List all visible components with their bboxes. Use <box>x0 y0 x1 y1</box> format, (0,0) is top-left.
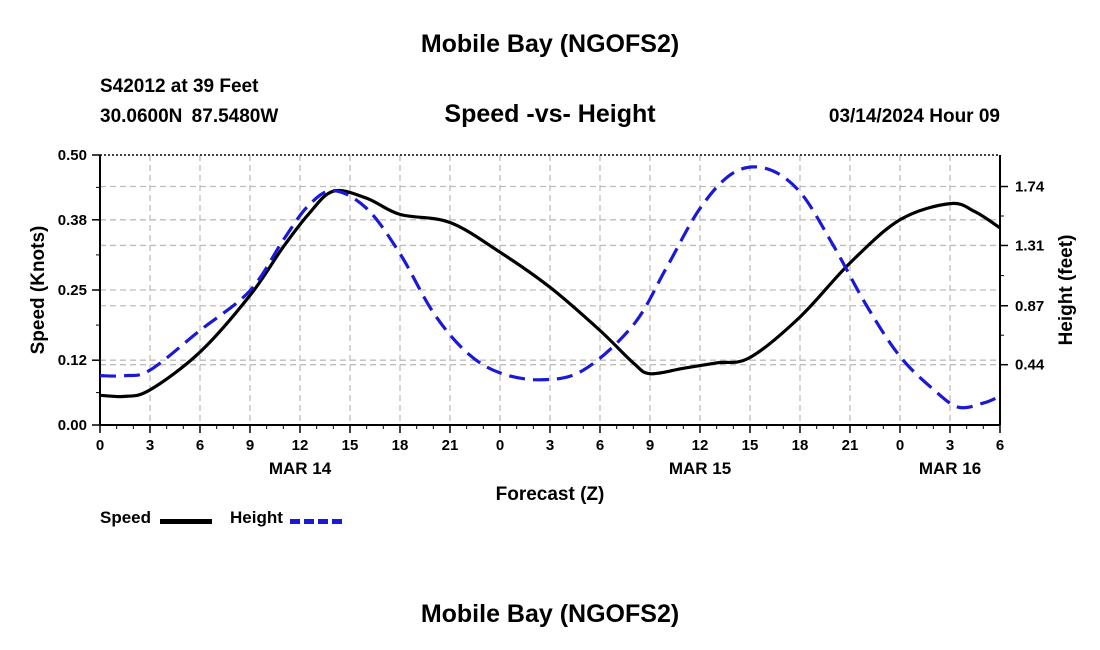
y-tick-label: 0.12 <box>58 352 87 369</box>
x-tick-label: 6 <box>596 437 604 454</box>
x-tick-label: 6 <box>196 437 204 454</box>
x-tick-label: 9 <box>246 437 254 454</box>
x-tick-label: 3 <box>946 437 954 454</box>
series-line-height <box>99 165 1001 410</box>
y2-tick-label: 1.74 <box>1015 179 1045 196</box>
y2-axis-label: Height (feet) <box>1056 235 1077 346</box>
x-date-label: MAR 15 <box>669 459 731 478</box>
legend-height-label: Height <box>230 508 283 527</box>
x-axis-label: Forecast (Z) <box>496 484 605 505</box>
chart-title: Speed -vs- Height <box>444 100 656 128</box>
x-tick-label: 18 <box>392 437 409 454</box>
y2-tick-label: 0.87 <box>1015 298 1044 315</box>
x-tick-label: 0 <box>896 437 904 454</box>
legend-speed-label: Speed <box>100 508 152 527</box>
x-tick-label: 3 <box>546 437 554 454</box>
series-line-speed <box>99 188 1001 399</box>
coordinates-label: 30.0600N 87.5480W <box>100 106 279 127</box>
x-tick-label: 12 <box>292 437 309 454</box>
y-tick-label: 0.38 <box>58 212 87 229</box>
y-axis-label: Speed (Knots) <box>28 226 49 355</box>
y2-tick-label: 1.31 <box>1015 237 1044 254</box>
legend-height-swatch <box>290 519 342 524</box>
x-tick-label: 21 <box>442 437 459 454</box>
x-tick-label: 3 <box>146 437 154 454</box>
x-tick-label: 15 <box>342 437 359 454</box>
page-title: Mobile Bay (NGOFS2) <box>420 30 680 58</box>
footer-title: Mobile Bay (NGOFS2) <box>420 600 680 628</box>
y2-tick-label: 0.44 <box>1015 357 1045 374</box>
x-tick-label: 18 <box>792 437 809 454</box>
x-tick-label: 0 <box>96 437 104 454</box>
x-tick-label: 21 <box>842 437 859 454</box>
y-tick-label: 0.50 <box>58 147 87 164</box>
station-label: S42012 at 39 Feet <box>100 76 259 97</box>
x-tick-label: 0 <box>496 437 504 454</box>
x-date-label: MAR 14 <box>269 459 332 478</box>
y-tick-label: 0.00 <box>58 417 87 434</box>
x-tick-label: 9 <box>646 437 654 454</box>
legend-speed-swatch <box>160 519 212 524</box>
x-tick-label: 12 <box>692 437 709 454</box>
y-tick-label: 0.25 <box>58 282 87 299</box>
x-tick-label: 15 <box>742 437 759 454</box>
x-tick-label: 6 <box>996 437 1004 454</box>
forecast-datetime: 03/14/2024 Hour 09 <box>828 106 1000 127</box>
x-date-label: MAR 16 <box>919 459 981 478</box>
